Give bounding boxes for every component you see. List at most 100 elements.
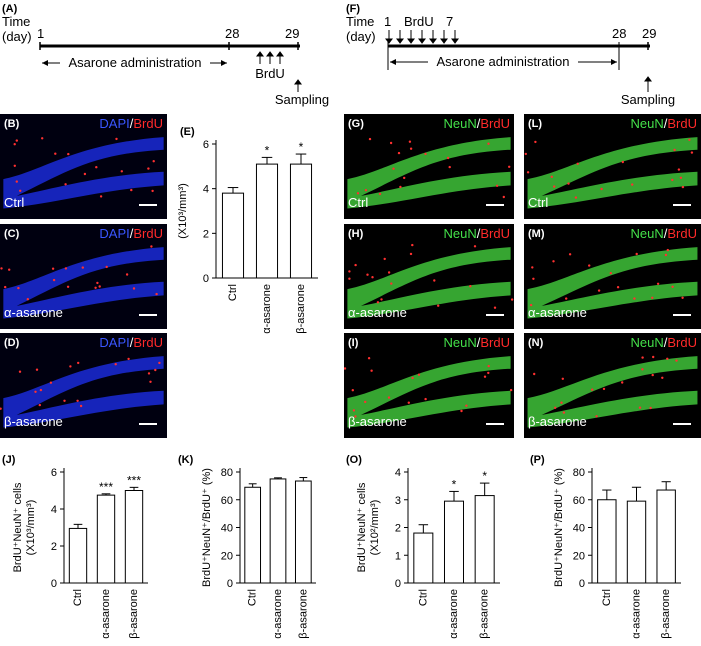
brdu-positive-cell xyxy=(641,356,644,359)
brdu-positive-cell xyxy=(550,175,553,178)
brdu-positive-cell xyxy=(152,160,155,163)
span-label-bg xyxy=(428,54,578,69)
brdu-positive-cell xyxy=(354,415,357,418)
category-label: Ctrl xyxy=(417,589,429,606)
brdu-positive-cell xyxy=(35,368,39,371)
panel-label-o: (O) xyxy=(346,454,362,466)
category-label: β-asarone xyxy=(128,589,140,639)
group-label: Ctrl xyxy=(4,195,24,210)
brdu-positive-cell xyxy=(487,364,490,368)
tick-label-day-28: 28 xyxy=(612,26,626,41)
brdu-positive-cell xyxy=(13,143,16,146)
bar xyxy=(68,527,88,584)
brdu-positive-cell xyxy=(356,192,360,195)
panel-label-g: (G) xyxy=(348,118,364,130)
brdu-positive-cell xyxy=(621,381,624,384)
bar xyxy=(626,500,647,584)
tick-label-day-7: 7 xyxy=(446,14,453,29)
brdu-positive-cell xyxy=(98,285,101,288)
brdu-positive-cell xyxy=(147,167,150,170)
chart-e: (E)BrdU⁺ cells(X10³/mm³)0246Ctrl*α-asaro… xyxy=(164,124,336,336)
administration-label: Asarone administration xyxy=(69,55,202,70)
brdu-positive-cell xyxy=(69,365,72,368)
panel-label-c: (C) xyxy=(4,228,20,240)
brdu-positive-cell xyxy=(562,411,566,414)
brdu-positive-cell xyxy=(364,400,367,404)
brdu-positive-cell xyxy=(609,272,612,275)
brdu-positive-cell xyxy=(38,403,41,407)
brdu-positive-cell xyxy=(0,267,3,270)
brdu-positive-cell xyxy=(424,152,427,156)
stain-label: NeuN/BrdU xyxy=(631,116,698,131)
brdu-positive-cell xyxy=(673,148,676,152)
category-label: Ctrl xyxy=(72,589,84,606)
bar xyxy=(656,489,676,584)
brdu-positive-cell xyxy=(411,243,414,247)
y-axis-title: (X10³/mm³) xyxy=(25,500,37,556)
brdu-positive-cell xyxy=(378,192,382,196)
y-tick-label: 0 xyxy=(395,578,401,590)
brdu-positive-cell xyxy=(150,245,153,248)
brdu-positive-cell xyxy=(52,278,56,282)
tick-label-day-28: 28 xyxy=(225,26,239,41)
dentate-gyrus-tissue xyxy=(347,356,511,428)
y-tick-label: 2 xyxy=(395,523,401,535)
brdu-positive-cell xyxy=(49,381,53,384)
brdu-positive-cell xyxy=(502,195,505,199)
category-label: β-asarone xyxy=(297,589,309,639)
brdu-positive-cell xyxy=(95,166,98,169)
sampling-label: Sampling xyxy=(621,92,675,107)
bar xyxy=(124,490,144,584)
brdu-positive-cell xyxy=(591,388,594,391)
brdu-positive-cell xyxy=(26,298,29,301)
y-tick-label: 4 xyxy=(51,504,57,516)
brdu-positive-cell xyxy=(681,185,685,189)
brdu-positive-cell xyxy=(509,388,513,392)
panel-label-h: (H) xyxy=(348,228,364,240)
brdu-positive-cell xyxy=(64,267,68,270)
bar xyxy=(294,480,312,584)
brdu-positive-cell xyxy=(115,137,118,141)
y-tick-label: 60 xyxy=(221,495,233,507)
brdu-positive-cell xyxy=(399,185,402,189)
brdu-arrows xyxy=(256,51,284,64)
brdu-positive-cell xyxy=(351,389,354,392)
tick-label-day-29: 29 xyxy=(285,26,299,41)
brdu-positive-cell xyxy=(51,267,55,270)
stain-label: NeuN/BrdU xyxy=(631,226,698,241)
y-tick-label: 2 xyxy=(51,541,57,553)
brdu-positive-cell xyxy=(130,188,133,192)
brdu-positive-cell xyxy=(18,370,22,373)
panel-label-e: (E) xyxy=(180,126,195,138)
brdu-positive-cell xyxy=(409,147,413,150)
brdu-positive-cell xyxy=(652,355,655,359)
brdu-positive-cell xyxy=(367,357,371,360)
brdu-positive-cell xyxy=(469,285,472,288)
micrograph-n: NeuN/BrdU (N) β-asarone xyxy=(524,333,701,438)
brdu-positive-cell xyxy=(633,297,636,300)
brdu-positive-cell xyxy=(403,176,406,180)
brdu-positive-cell xyxy=(132,287,136,290)
brdu-positive-cell xyxy=(83,172,87,176)
brdu-positive-cell xyxy=(638,406,642,409)
brdu-positive-cell xyxy=(561,377,564,380)
panel-label-f: (F) xyxy=(346,3,360,15)
chart-o: (O) BrdU⁺NeuN⁺ cells (X10²/mm³) 0 1 2 3 4 Ctrl * α… xyxy=(344,452,520,641)
brdu-positive-cell xyxy=(383,257,386,261)
group-label: α-asarone xyxy=(528,305,587,320)
brdu-positive-cell xyxy=(677,168,681,171)
y-tick-label: 40 xyxy=(221,523,233,535)
brdu-positive-cell xyxy=(411,376,414,380)
brdu-positive-cell xyxy=(631,183,634,186)
brdu-positive-cell xyxy=(465,404,468,407)
y-tick-label: 3 xyxy=(395,495,401,507)
brdu-positive-cell xyxy=(389,141,393,145)
brdu-positive-cell xyxy=(588,264,591,267)
brdu-positive-cell xyxy=(597,289,601,292)
brdu-positive-cell xyxy=(446,156,450,160)
brdu-positive-cell xyxy=(621,160,624,164)
sampling-arrow xyxy=(644,76,652,92)
brdu-positive-cell xyxy=(63,399,66,402)
micrograph-i: NeuN/BrdU (I) β-asarone xyxy=(344,333,514,438)
micrograph-m: NeuN/BrdU (M) α-asarone xyxy=(524,224,701,329)
